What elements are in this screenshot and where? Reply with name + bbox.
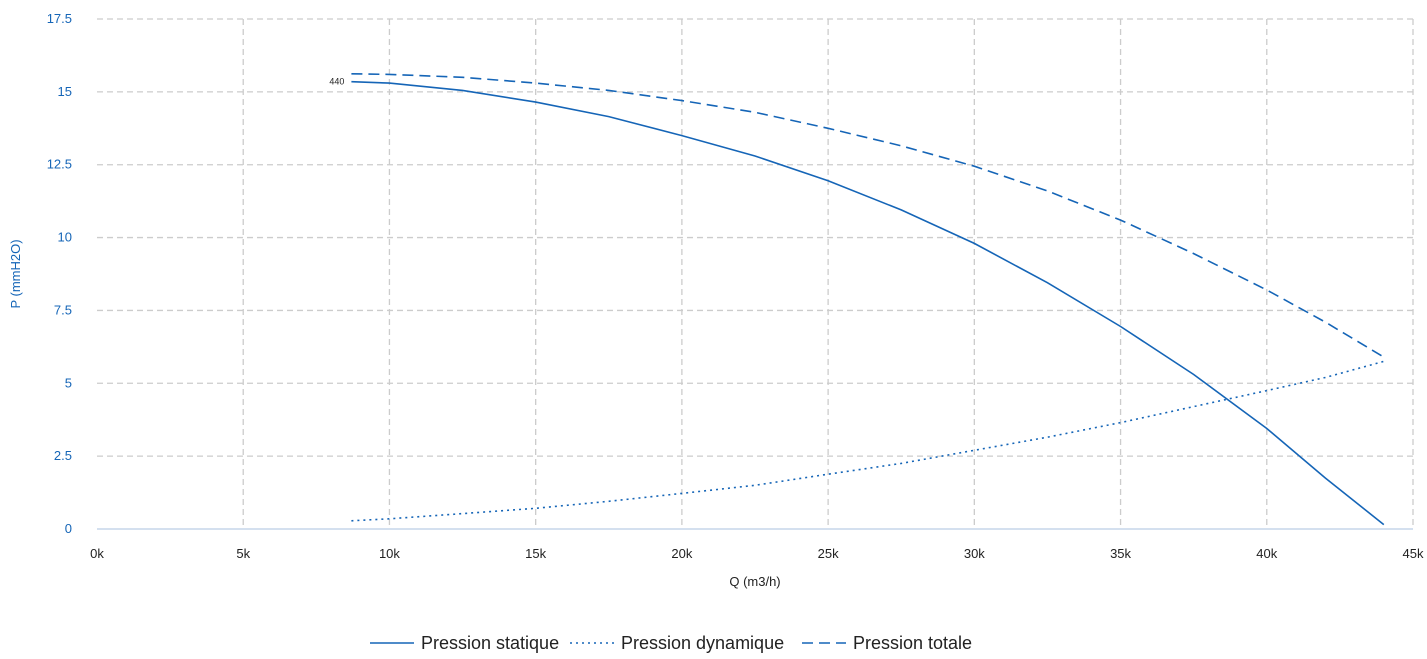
- y-tick-label: 17.5: [47, 11, 72, 26]
- x-tick-label: 20k: [671, 546, 692, 561]
- y-tick-label: 0: [65, 521, 72, 536]
- y-tick-label: 7.5: [54, 302, 72, 317]
- legend-item-pression-statique[interactable]: Pression statique: [370, 633, 559, 653]
- x-axis-title: Q (m3/h): [729, 574, 780, 589]
- legend-item-pression-totale[interactable]: Pression totale: [802, 633, 972, 653]
- legend-label: Pression statique: [421, 633, 559, 653]
- y-tick-label: 2.5: [54, 448, 72, 463]
- series-line-pression-dynamique: [351, 360, 1385, 522]
- y-axis-ticks: 0 2.5 5 7.5 10 12.5 15 17.5: [47, 11, 72, 536]
- x-tick-label: 35k: [1110, 546, 1131, 561]
- x-tick-label: 30k: [964, 546, 985, 561]
- y-axis-title: P (mmH2O): [8, 239, 23, 308]
- series-line-pression-statique: [351, 80, 1385, 526]
- y-tick-label: 12.5: [47, 157, 72, 172]
- x-tick-label: 10k: [379, 546, 400, 561]
- legend-label: Pression dynamique: [621, 633, 784, 653]
- series-line-pression-totale: [351, 73, 1385, 358]
- x-tick-label: 45k: [1403, 546, 1424, 561]
- x-tick-label: 15k: [525, 546, 546, 561]
- series-lines: [351, 73, 1385, 526]
- x-tick-label: 25k: [818, 546, 839, 561]
- legend-item-pression-dynamique[interactable]: Pression dynamique: [570, 633, 784, 653]
- x-tick-label: 0k: [90, 546, 104, 561]
- curve-label: 440: [329, 77, 344, 87]
- x-tick-label: 5k: [236, 546, 250, 561]
- x-axis-ticks: 0k 5k 10k 15k 20k 25k 30k 35k 40k 45k: [90, 546, 1424, 561]
- y-tick-label: 10: [58, 230, 72, 245]
- x-tick-label: 40k: [1256, 546, 1277, 561]
- y-tick-label: 5: [65, 375, 72, 390]
- y-tick-label: 15: [58, 84, 72, 99]
- legend-label: Pression totale: [853, 633, 972, 653]
- legend[interactable]: Pression statique Pression dynamique Press…: [370, 633, 972, 653]
- grid: [97, 18, 1414, 529]
